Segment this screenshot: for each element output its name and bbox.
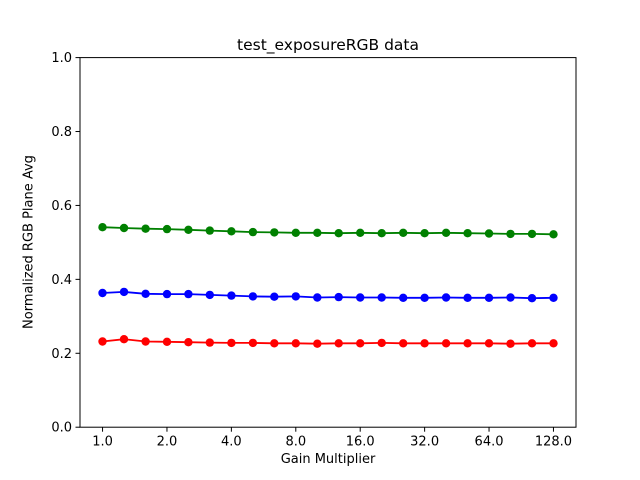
series-green-plane-marker	[248, 227, 258, 237]
series-red-plane-marker	[399, 339, 408, 348]
series-blue-plane-marker	[399, 293, 408, 302]
series-green-plane-marker	[270, 228, 279, 237]
x-tick-label: 128.0	[535, 435, 572, 450]
y-tick-label: 0.4	[51, 273, 72, 288]
series-blue-plane-marker	[119, 287, 129, 297]
series-blue-plane-marker	[377, 293, 386, 302]
series-red-plane-marker	[527, 339, 537, 348]
x-tick-label: 32.0	[410, 435, 439, 450]
series-green-plane-marker	[527, 229, 537, 239]
series-blue-plane-marker	[205, 290, 214, 300]
series-green-plane-marker	[184, 225, 193, 234]
series-green-plane-marker	[356, 228, 365, 237]
x-tick-label: 64.0	[475, 435, 504, 450]
series-red-plane-marker	[227, 338, 236, 348]
series-green-plane-marker	[227, 227, 236, 236]
series-green-plane-marker	[162, 224, 172, 234]
series-blue-plane-marker	[98, 288, 107, 298]
series-green-plane-marker	[420, 229, 429, 238]
y-tick-label: 0.2	[51, 347, 72, 362]
series-blue-plane-marker	[162, 289, 172, 299]
series-green-plane-marker	[141, 224, 150, 233]
series-green-plane-marker	[313, 228, 322, 237]
series-green-plane-marker	[549, 230, 558, 239]
series-red-plane-marker	[463, 339, 472, 348]
series-red-plane-marker	[356, 339, 365, 348]
series-red-plane-marker	[441, 339, 451, 348]
series-blue-plane	[98, 287, 558, 303]
series-red-plane-marker	[334, 339, 343, 348]
series-red-plane-marker	[119, 335, 129, 344]
series-blue-plane-marker	[527, 294, 537, 303]
series-green-plane-marker	[291, 228, 300, 237]
series-red-plane-marker	[549, 339, 558, 348]
series-blue-plane-marker	[184, 289, 193, 299]
series-blue-plane-marker	[313, 293, 322, 302]
y-tick-label: 0.8	[51, 125, 72, 140]
series-red-plane-line	[102, 338, 554, 345]
series-green-plane-line	[102, 226, 554, 236]
series-green-plane-marker	[484, 229, 494, 238]
series-blue-plane-marker	[463, 293, 472, 302]
y-tick-label: 0.6	[51, 199, 72, 214]
series-red-plane-marker	[270, 339, 279, 348]
series-red-plane-marker	[291, 339, 300, 348]
series-green-plane-marker	[98, 223, 107, 232]
series-green-plane-marker	[506, 229, 515, 239]
series-blue-plane-marker	[334, 292, 343, 302]
series-red-plane-marker	[420, 339, 429, 348]
series-red-plane-marker	[506, 339, 515, 348]
series-green-plane	[98, 223, 558, 239]
series-red-plane-marker	[141, 337, 150, 346]
series-blue-plane-marker	[549, 293, 558, 302]
series-red-plane-marker	[377, 338, 386, 348]
series-blue-plane-marker	[291, 292, 300, 301]
series-red-plane	[98, 335, 558, 348]
y-axis-label: Normalized RGB Plane Avg	[21, 155, 37, 329]
series-green-plane-marker	[334, 229, 343, 238]
series-blue-plane-marker	[484, 293, 494, 302]
series-green-plane-marker	[463, 229, 472, 238]
x-tick-label: 4.0	[221, 435, 242, 450]
y-tick-label: 1.0	[51, 51, 72, 66]
series-red-plane-marker	[98, 337, 107, 346]
x-axis-label: Gain Multiplier	[280, 452, 376, 467]
series-blue-plane-marker	[441, 293, 451, 302]
series-red-plane-marker	[248, 338, 258, 348]
series-red-plane-marker	[484, 339, 494, 348]
series-red-plane-marker	[313, 339, 322, 348]
series-green-plane-marker	[377, 229, 386, 238]
series-blue-plane-marker	[141, 289, 150, 298]
series-green-plane-marker	[399, 228, 408, 237]
chart-title: test_exposureRGB data	[237, 36, 419, 54]
series-blue-plane-line	[102, 290, 554, 300]
series-red-plane-marker	[205, 338, 214, 347]
series-red-plane-marker	[184, 338, 193, 347]
series-blue-plane-marker	[356, 293, 365, 302]
series-green-plane-marker	[205, 226, 214, 235]
series-green-plane-marker	[119, 223, 129, 233]
x-tick-label: 2.0	[157, 435, 178, 450]
series-red-plane-marker	[162, 337, 172, 346]
series-blue-plane-marker	[506, 293, 515, 302]
series-blue-plane-marker	[270, 292, 279, 301]
series-blue-plane-marker	[248, 292, 258, 301]
plot-border	[79, 57, 577, 428]
y-tick-label: 0.0	[51, 421, 72, 436]
series-blue-plane-marker	[420, 293, 429, 302]
x-tick-label: 8.0	[285, 435, 306, 450]
series-blue-plane-marker	[227, 291, 236, 300]
x-tick-label: 16.0	[346, 435, 375, 450]
series-green-plane-marker	[441, 228, 451, 237]
x-tick-label: 1.0	[92, 435, 113, 450]
